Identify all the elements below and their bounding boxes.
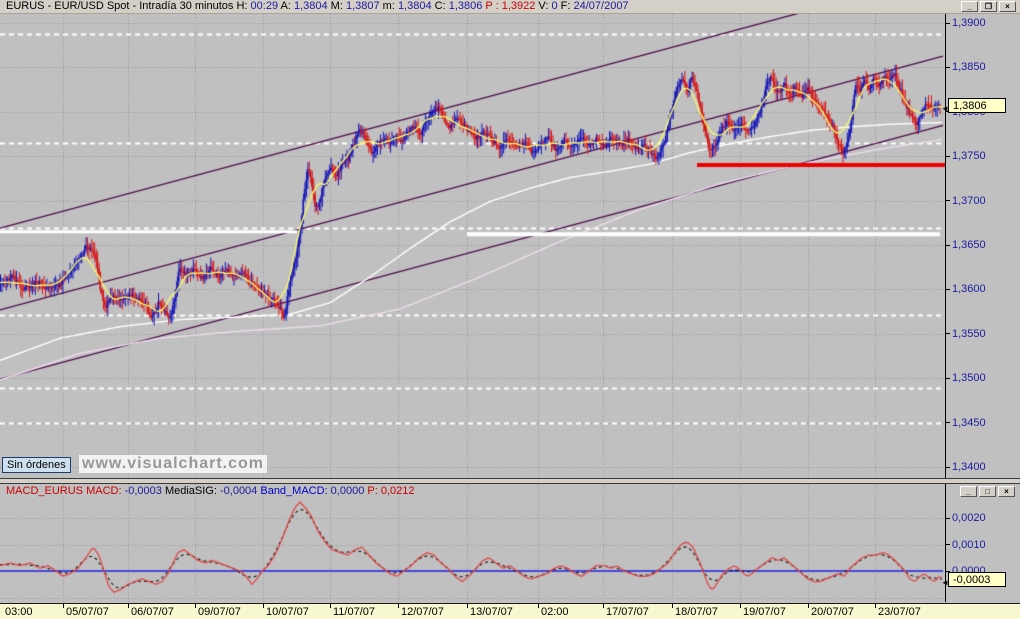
maximize-button[interactable]: □ [979, 486, 996, 497]
text-segment: m: [382, 0, 398, 12]
time-axis-label: 02:00 [541, 606, 569, 618]
time-axis-label: 11/07/07 [333, 606, 376, 618]
time-axis-label: 03:00 [5, 606, 33, 618]
text-segment: 1,3806 [448, 0, 486, 12]
current-price-value: 1,3806 [953, 100, 987, 112]
title-bar: EURUS - EUR/USD Spot - Intradía 30 minut… [0, 0, 1020, 14]
text-segment: MACD_EURUS [6, 485, 87, 497]
price-axis-label: 1,3700 [946, 195, 986, 207]
text-segment: 0,0212 [380, 485, 415, 497]
macd-axis-label: 0,0020 [946, 512, 986, 524]
macd-axis-label: 0,0010 [946, 539, 986, 551]
time-axis-label: 06/07/07 [131, 606, 174, 618]
macd-axis[interactable]: _ □ × ◄ -0,0003 0,0020 0,0010 0,0000 [941, 484, 1020, 602]
text-segment: EURUS - EUR/USD Spot - Intradía 30 minut… [6, 0, 237, 12]
current-price-box: ◄ 1,3806 [941, 98, 1006, 113]
time-axis-label: 17/07/07 [606, 606, 649, 618]
price-axis-label: 1,3850 [946, 61, 986, 73]
macd-marker-arrow-icon: ◄ [941, 578, 949, 587]
price-window-controls: _ ❐ × [961, 1, 1016, 12]
text-segment: MediaSIG: [164, 485, 220, 497]
macd-header: MACD_EURUS MACD: -0,0003 MediaSIG: -0,00… [6, 485, 414, 497]
close-button[interactable]: × [998, 486, 1015, 497]
time-axis-tick [875, 604, 876, 608]
time-axis-label: 19/07/07 [743, 606, 786, 618]
text-segment: 1,3804 [397, 0, 435, 12]
text-segment: C: [434, 0, 449, 12]
text-segment: P: [367, 485, 381, 497]
text-segment: 1,3807 [345, 0, 383, 12]
time-axis-tick [195, 604, 196, 608]
time-axis-label: 20/07/07 [811, 606, 854, 618]
sin-ordenes-badge: Sin órdenes [2, 457, 71, 473]
text-segment: 1,3804 [293, 0, 331, 12]
price-axis-label: 1,3600 [946, 283, 986, 295]
text-segment: A: [280, 0, 294, 12]
text-segment: V: [538, 0, 552, 12]
time-axis-tick [263, 604, 264, 608]
price-axis-label: 1,3400 [946, 461, 986, 473]
time-axis-label: 12/07/07 [401, 606, 444, 618]
text-segment: 00:29 [250, 0, 281, 12]
time-axis-tick [740, 604, 741, 608]
price-axis-label: 1,3450 [946, 417, 986, 429]
current-macd-box: ◄ -0,0003 [941, 572, 1006, 587]
price-axis-label: 1,3550 [946, 328, 986, 340]
time-axis-label: 10/07/07 [266, 606, 309, 618]
time-axis-tick [128, 604, 129, 608]
visualchart-watermark: www.visualchart.com [79, 455, 268, 473]
time-axis-label: 23/07/07 [878, 606, 921, 618]
price-axis-label: 1,3900 [946, 17, 986, 29]
time-axis-tick [538, 604, 539, 608]
text-segment: F: [560, 0, 574, 12]
text-segment: 24/07/2007 [573, 0, 629, 12]
text-segment: 0,0000 [330, 485, 368, 497]
time-axis-tick [467, 604, 468, 608]
macd-chart-canvas[interactable] [0, 484, 945, 602]
time-axis-label: 05/07/07 [66, 606, 109, 618]
close-button[interactable]: × [999, 1, 1016, 12]
macd-window-controls: _ □ × [960, 486, 1015, 497]
time-axis-tick [63, 604, 64, 608]
price-chart-canvas[interactable] [0, 14, 945, 478]
current-macd-value: -0,0003 [953, 574, 991, 586]
text-segment: -0,0003 [124, 485, 165, 497]
time-axis-tick [398, 604, 399, 608]
text-segment: -0,0004 [219, 485, 261, 497]
time-axis-tick [603, 604, 604, 608]
text-segment: H: [236, 0, 251, 12]
restore-button[interactable]: ❐ [980, 1, 997, 12]
minimize-button[interactable]: _ [961, 1, 978, 12]
time-axis-label: 18/07/07 [675, 606, 718, 618]
text-segment: 1,3922 [501, 0, 539, 12]
text-segment: 0 [551, 0, 561, 12]
time-axis-tick [330, 604, 331, 608]
text-segment: P : [485, 0, 502, 12]
time-axis-label: 13/07/07 [470, 606, 513, 618]
chart-title: EURUS - EUR/USD Spot - Intradía 30 minut… [6, 0, 629, 13]
text-segment: Band_MACD: [260, 485, 331, 497]
time-axis-label: 09/07/07 [198, 606, 241, 618]
price-axis-label: 1,3750 [946, 150, 986, 162]
time-axis-tick [808, 604, 809, 608]
price-axis[interactable]: ◄ 1,3806 1,39001,38501,38001,37501,37001… [941, 14, 1020, 478]
time-axis[interactable]: 03:00 05/07/07 06/07/07 09/07/07 10/07/07 11/… [0, 603, 1020, 619]
minimize-button[interactable]: _ [960, 486, 977, 497]
price-axis-label: 1,3500 [946, 372, 986, 384]
panel-divider[interactable] [0, 478, 1020, 484]
price-axis-label: 1,3650 [946, 239, 986, 251]
text-segment: MACD: [86, 485, 125, 497]
text-segment: M: [330, 0, 346, 12]
time-axis-tick [672, 604, 673, 608]
price-marker-arrow-icon: ◄ [941, 104, 949, 113]
